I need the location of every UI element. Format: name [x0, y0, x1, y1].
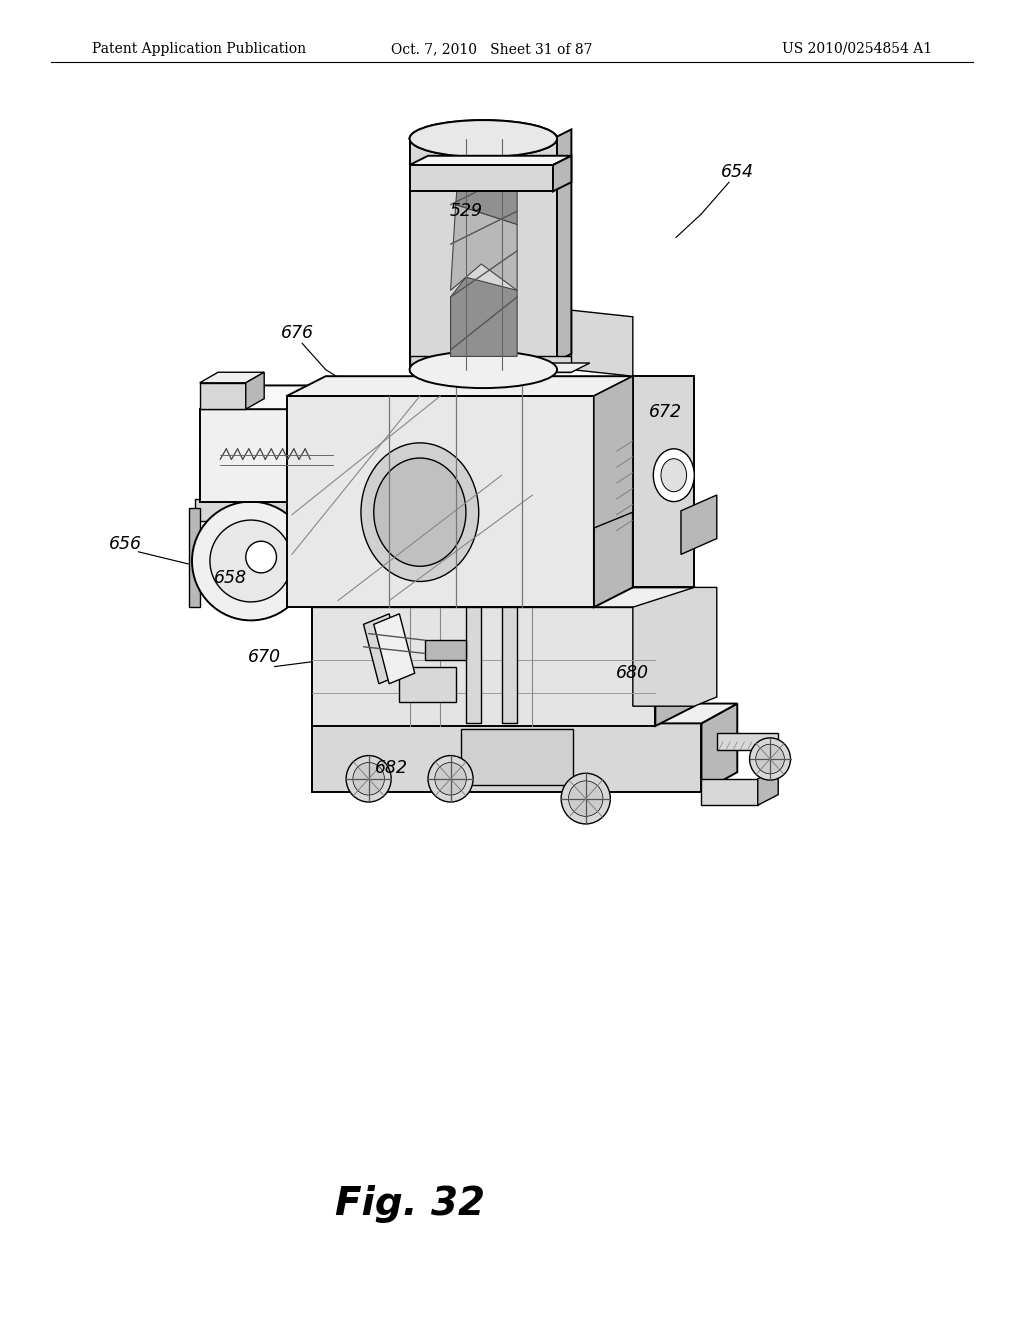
Ellipse shape [374, 458, 466, 566]
Ellipse shape [210, 520, 292, 602]
Polygon shape [200, 409, 338, 502]
Polygon shape [410, 156, 571, 165]
Text: 658: 658 [214, 569, 247, 587]
Polygon shape [633, 376, 694, 587]
Ellipse shape [653, 449, 694, 502]
Ellipse shape [193, 502, 309, 620]
Text: US 2010/0254854 A1: US 2010/0254854 A1 [781, 42, 932, 55]
Polygon shape [425, 640, 466, 660]
Polygon shape [456, 145, 517, 224]
Ellipse shape [346, 755, 391, 803]
Polygon shape [312, 607, 655, 726]
Polygon shape [200, 449, 589, 502]
Polygon shape [589, 429, 630, 502]
Polygon shape [594, 376, 633, 607]
Ellipse shape [410, 351, 557, 388]
Polygon shape [195, 499, 317, 521]
Polygon shape [410, 356, 571, 372]
Polygon shape [553, 156, 571, 191]
Ellipse shape [360, 444, 478, 581]
Ellipse shape [662, 458, 686, 491]
Polygon shape [410, 165, 553, 191]
Polygon shape [410, 139, 442, 363]
Polygon shape [200, 385, 374, 409]
Polygon shape [466, 607, 481, 723]
Text: 656: 656 [109, 535, 141, 553]
Ellipse shape [410, 120, 557, 157]
Text: 682: 682 [375, 759, 408, 777]
Ellipse shape [428, 755, 473, 803]
Text: Fig. 32: Fig. 32 [335, 1185, 484, 1222]
Polygon shape [200, 383, 246, 409]
Polygon shape [701, 704, 737, 792]
Polygon shape [287, 396, 594, 607]
Polygon shape [200, 372, 264, 383]
Ellipse shape [435, 763, 466, 795]
Text: 676: 676 [281, 323, 313, 342]
Polygon shape [287, 376, 633, 396]
Polygon shape [312, 704, 737, 723]
Polygon shape [451, 277, 517, 356]
Polygon shape [246, 372, 264, 409]
Polygon shape [399, 667, 456, 702]
Polygon shape [338, 385, 374, 502]
Ellipse shape [750, 738, 791, 780]
Polygon shape [364, 614, 404, 684]
Text: Oct. 7, 2010   Sheet 31 of 87: Oct. 7, 2010 Sheet 31 of 87 [391, 42, 592, 55]
Ellipse shape [353, 763, 384, 795]
Text: 672: 672 [649, 403, 682, 421]
Text: 670: 670 [248, 648, 281, 667]
Polygon shape [451, 205, 517, 290]
Text: 654: 654 [721, 162, 754, 181]
Polygon shape [502, 607, 517, 723]
Polygon shape [410, 139, 557, 370]
Polygon shape [571, 310, 633, 376]
Ellipse shape [756, 744, 784, 774]
Ellipse shape [561, 774, 610, 824]
Ellipse shape [568, 781, 603, 816]
Text: Patent Application Publication: Patent Application Publication [92, 42, 306, 55]
Text: 680: 680 [616, 664, 649, 682]
Polygon shape [410, 363, 590, 372]
Polygon shape [553, 129, 571, 363]
Polygon shape [717, 733, 778, 750]
Polygon shape [758, 768, 778, 805]
Polygon shape [701, 779, 758, 805]
Ellipse shape [246, 541, 276, 573]
Polygon shape [200, 429, 630, 449]
Polygon shape [520, 139, 553, 363]
Polygon shape [633, 587, 717, 706]
Polygon shape [461, 729, 573, 785]
Text: 529: 529 [450, 202, 482, 220]
Polygon shape [681, 495, 717, 554]
Polygon shape [374, 614, 415, 684]
Polygon shape [594, 376, 633, 528]
Polygon shape [655, 587, 694, 726]
Ellipse shape [410, 120, 557, 157]
Polygon shape [312, 587, 694, 607]
Polygon shape [312, 723, 701, 792]
Polygon shape [189, 508, 200, 607]
